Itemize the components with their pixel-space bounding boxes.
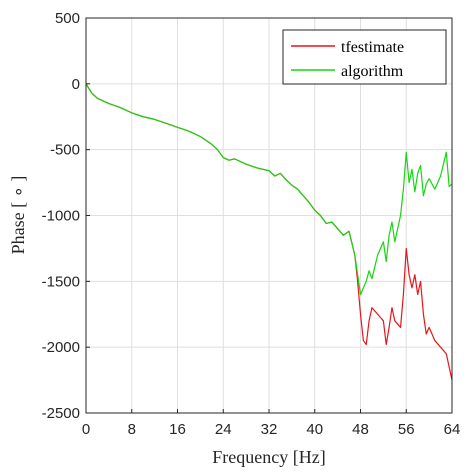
axis-ticks: 0 8 16 24 32 40 48 56 64 500 0 -500 -1000 -1500 -2000 -…: [42, 10, 461, 438]
y-tick-label: -500: [50, 142, 80, 159]
y-tick-label: -1500: [42, 273, 80, 290]
legend-label-tfestimate: tfestimate: [341, 39, 404, 56]
x-tick-label: 48: [352, 421, 369, 438]
x-tick-label: 56: [398, 421, 415, 438]
legend-box: [282, 29, 447, 85]
x-tick-label: 64: [444, 421, 461, 438]
x-tick-label: 8: [128, 421, 136, 438]
series-group: [85, 83, 453, 381]
y-axis-label: Phase [ ∘ ]: [8, 176, 28, 255]
series-line-algorithm: [85, 83, 453, 296]
x-tick-label: 40: [306, 421, 323, 438]
x-tick-label: 24: [215, 421, 232, 438]
y-tick-label: -2000: [42, 339, 80, 356]
x-tick-label: 0: [82, 421, 90, 438]
y-tick-label: -2500: [42, 405, 80, 422]
x-axis-label: Frequency [Hz]: [212, 447, 325, 467]
legend-label-algorithm: algorithm: [341, 63, 404, 80]
y-tick-label: -1000: [42, 208, 80, 225]
y-tick-label: 500: [55, 10, 80, 27]
legend: tfestimate algorithm: [282, 29, 447, 85]
x-tick-label: 32: [261, 421, 278, 438]
x-tick-label: 16: [169, 421, 186, 438]
y-tick-label: 0: [72, 76, 80, 93]
